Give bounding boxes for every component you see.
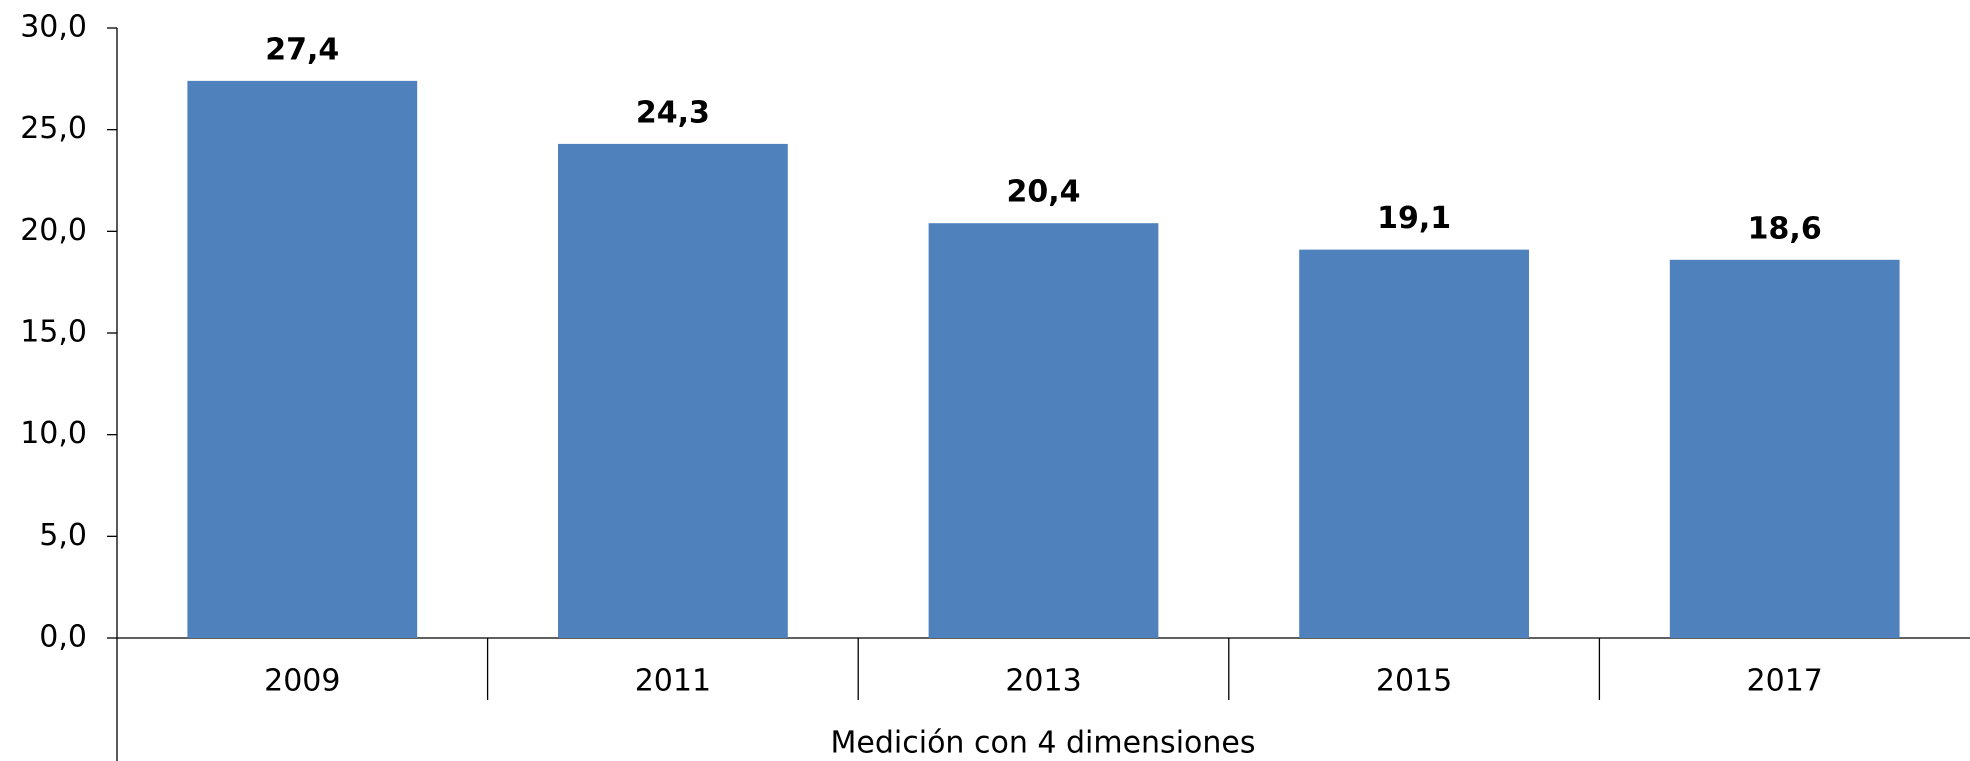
bar [1669, 259, 1900, 638]
x-tick-label: 2015 [1376, 664, 1452, 699]
bar [1299, 249, 1529, 638]
bar [558, 143, 788, 638]
y-tick-label: 20,0 [20, 213, 87, 248]
x-tick-label: 2013 [1005, 664, 1081, 699]
value-label: 27,4 [265, 32, 339, 67]
bar [187, 80, 418, 638]
y-tick-label: 5,0 [39, 518, 87, 553]
y-tick-label: 0,0 [39, 620, 87, 655]
y-tick-label: 10,0 [20, 416, 87, 451]
x-tick-label: 2009 [264, 664, 340, 699]
bar [928, 223, 1159, 638]
y-tick-label: 30,0 [20, 10, 87, 45]
x-tick-label: 2017 [1747, 664, 1823, 699]
x-axis-label: Medición con 4 dimensiones [831, 726, 1256, 761]
y-tick-label: 15,0 [20, 315, 87, 350]
y-tick-label: 25,0 [20, 111, 87, 146]
x-tick-label: 2011 [635, 664, 711, 699]
value-label: 24,3 [636, 95, 710, 130]
value-label: 19,1 [1377, 201, 1451, 236]
value-label: 18,6 [1748, 211, 1822, 246]
value-label: 20,4 [1006, 175, 1080, 210]
